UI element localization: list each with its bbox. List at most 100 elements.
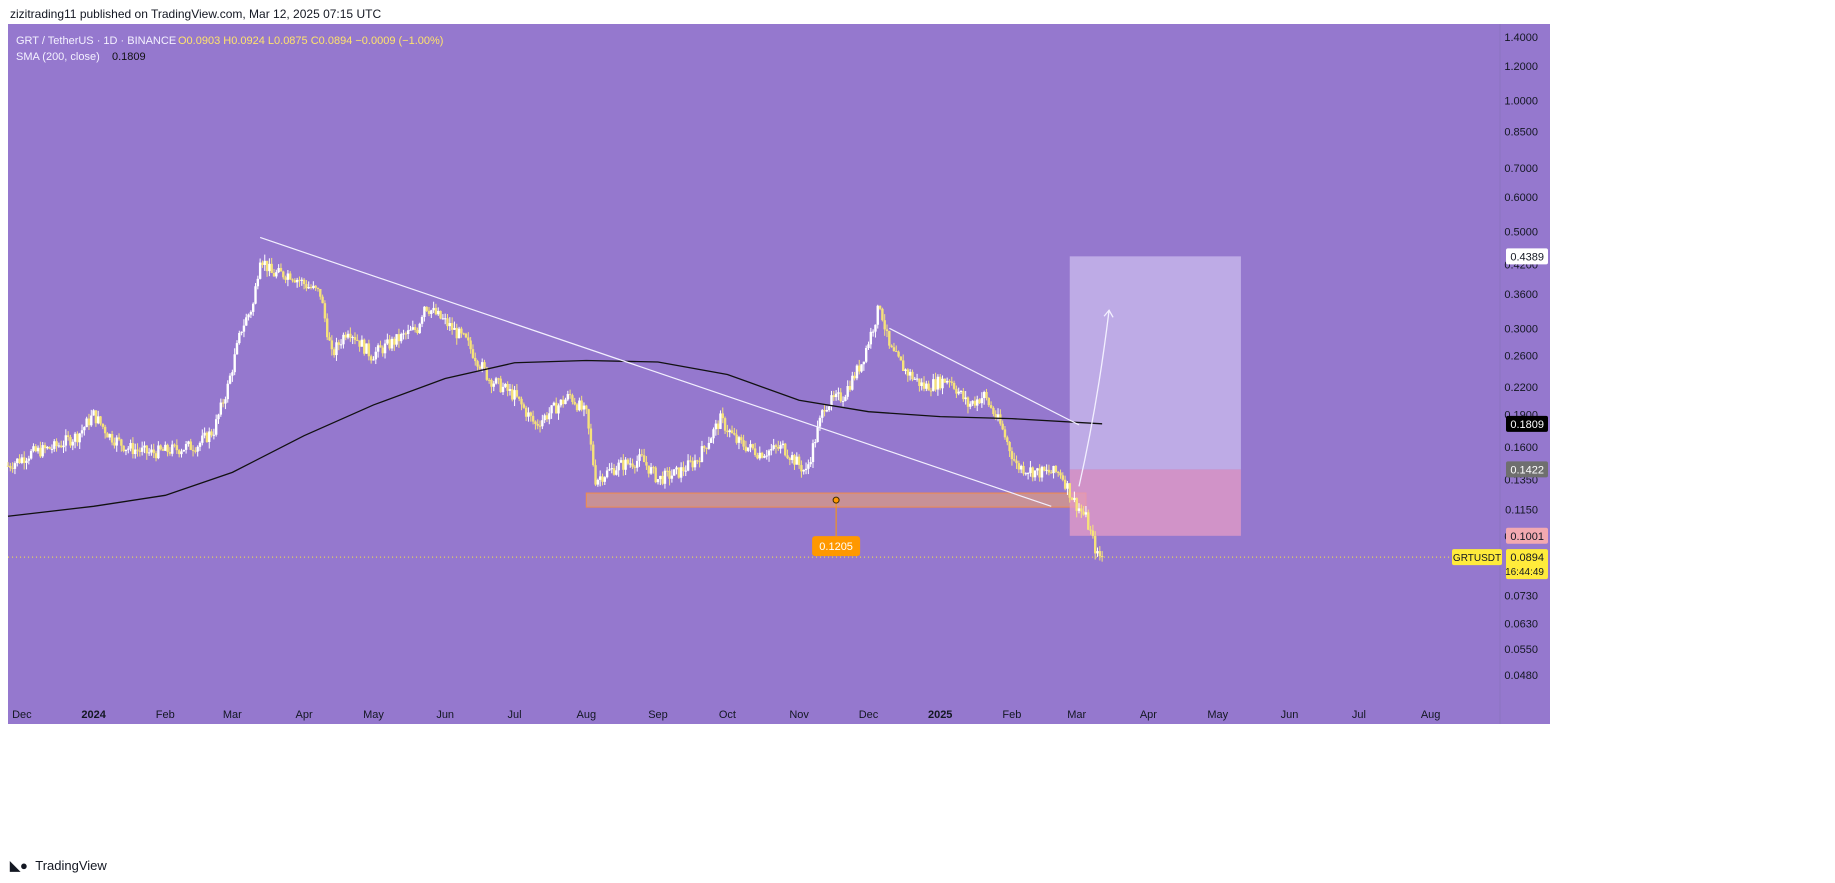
candle-body	[656, 479, 660, 483]
candle-body	[536, 423, 539, 426]
candle-body	[386, 339, 389, 344]
candle-body	[772, 445, 775, 449]
projection-arrowhead	[1103, 309, 1114, 318]
candle-body	[751, 444, 755, 449]
entry-price-tag-bg	[1506, 461, 1548, 478]
candle-body	[672, 469, 676, 476]
candle-body	[943, 378, 947, 383]
candle-body	[744, 446, 748, 451]
candle-body	[925, 383, 928, 389]
candle-body	[254, 286, 257, 304]
candle-body	[450, 323, 454, 330]
candle-body	[69, 437, 72, 446]
candle-body	[777, 446, 780, 449]
x-tick-label: May	[363, 709, 384, 721]
candle-body	[668, 470, 671, 479]
candle-body	[582, 405, 586, 410]
candle-body	[501, 386, 505, 393]
candle-body	[543, 415, 546, 421]
candle-body	[203, 432, 206, 436]
candle-body	[689, 460, 692, 462]
candle-body	[1063, 479, 1067, 489]
candle-body	[615, 470, 618, 475]
candle-body	[66, 435, 70, 438]
y-tick-label: 0.1150	[1505, 505, 1538, 517]
candle-body	[827, 406, 831, 411]
x-tick-label: Feb	[156, 709, 175, 721]
candle-body	[404, 333, 408, 335]
candle-body	[122, 445, 125, 452]
candle-body	[140, 447, 144, 452]
candle-body	[446, 318, 449, 327]
candle-body	[511, 389, 514, 400]
candle-body	[603, 477, 606, 482]
candle-body	[598, 476, 602, 480]
candle-body	[258, 262, 262, 279]
candle-body	[797, 456, 801, 466]
candle-body	[1056, 471, 1060, 473]
candle-body	[346, 333, 350, 338]
candle-body	[295, 279, 299, 283]
candle-body	[529, 412, 532, 416]
candle-body	[876, 305, 879, 325]
candle-body	[767, 450, 771, 456]
candle-body	[714, 423, 718, 430]
candle-body	[504, 383, 507, 387]
candle-body	[448, 323, 452, 327]
sma-price-tag: 0.1809	[1510, 419, 1544, 431]
candle-body	[633, 466, 637, 468]
candle-body	[240, 331, 243, 333]
candle-body	[686, 460, 690, 471]
candle-body	[300, 279, 303, 281]
candle-body	[589, 428, 593, 445]
candle-body	[788, 458, 792, 460]
candle-body	[522, 404, 526, 408]
candle-body	[1043, 466, 1046, 471]
candle-body	[885, 329, 889, 331]
candle-body	[950, 381, 953, 383]
candle-body	[969, 403, 972, 407]
candle-body	[996, 414, 1000, 418]
candle-body	[400, 333, 403, 342]
x-tick-label: Jul	[1352, 709, 1366, 721]
candle-body	[469, 340, 472, 350]
candle-body	[666, 470, 669, 472]
candle-body	[753, 448, 757, 456]
candle-body	[73, 433, 77, 442]
candle-body	[210, 431, 213, 436]
candle-body	[612, 468, 616, 475]
candle-body	[1066, 483, 1069, 489]
y-tick-label: 0.2600	[1504, 350, 1538, 362]
candle-body	[194, 450, 197, 452]
candle-body	[566, 394, 569, 400]
candle-body	[161, 449, 165, 451]
candle-body	[182, 449, 186, 452]
candle-body	[427, 310, 431, 314]
candle-body	[807, 464, 810, 469]
candle-body	[770, 448, 773, 451]
candle-body	[811, 443, 815, 463]
candle-body	[13, 463, 17, 469]
y-tick-label: 0.0730	[1504, 590, 1538, 602]
candle-body	[235, 343, 239, 355]
candle-body	[929, 390, 933, 392]
candle-body	[1015, 460, 1018, 464]
candle-body	[175, 445, 179, 451]
candle-body	[959, 391, 963, 393]
candle-body	[575, 404, 579, 411]
candle-body	[390, 338, 394, 349]
candle-body	[1008, 441, 1011, 452]
candle-body	[1087, 512, 1090, 530]
candle-body	[80, 430, 84, 434]
legend-symbol: GRT / TetherUS · 1D · BINANCE	[16, 35, 176, 47]
candle-body	[786, 455, 789, 459]
candle-body	[233, 354, 236, 373]
candle-body	[964, 397, 967, 400]
candle-body	[911, 371, 914, 380]
candle-body	[432, 307, 435, 311]
candle-body	[92, 410, 95, 416]
candle-body	[356, 339, 359, 341]
candle-body	[180, 451, 183, 455]
tradingview-logo-icon: ◣●	[10, 858, 28, 873]
